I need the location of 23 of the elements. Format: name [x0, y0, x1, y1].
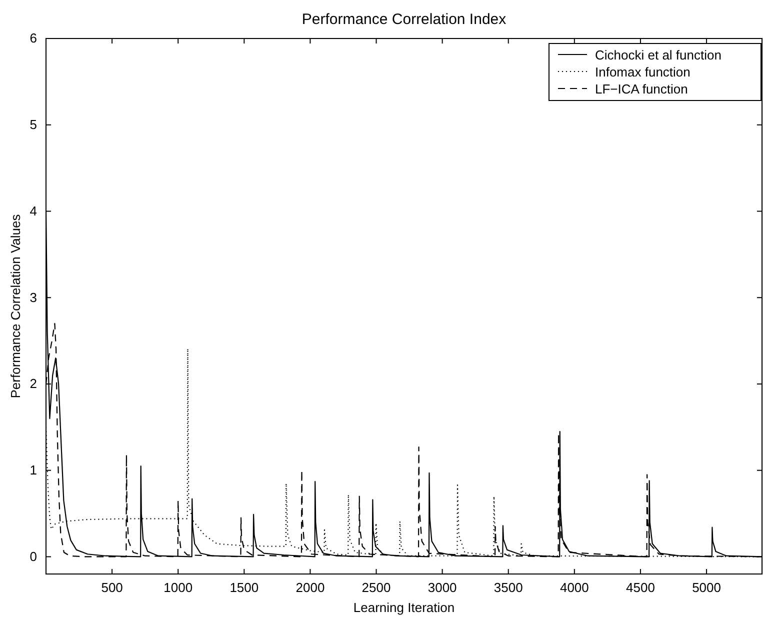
y-tick-label: 1	[30, 462, 37, 478]
y-tick-label: 6	[30, 30, 37, 46]
x-tick-label: 1500	[230, 580, 259, 596]
legend-label: Cichocki et al function	[595, 48, 722, 62]
x-tick-label: 4000	[560, 580, 589, 596]
x-tick-label: 3500	[494, 580, 523, 596]
x-tick-label: 500	[101, 580, 123, 596]
x-axis-title: Learning Iteration	[353, 600, 455, 615]
x-tick-label: 2000	[296, 580, 325, 596]
legend-label: Infomax function	[595, 64, 690, 80]
x-tick-label: 4500	[626, 580, 655, 596]
y-tick-label: 5	[30, 117, 37, 132]
x-tick-label: 5000	[692, 580, 721, 596]
y-axis-title: Performance Correlation Values	[8, 214, 23, 398]
x-tick-label: 3000	[428, 580, 457, 596]
y-tick-label: 0	[30, 548, 37, 564]
y-tick-label: 2	[30, 376, 37, 392]
x-tick-label: 1000	[164, 580, 193, 596]
legend-label: LF−ICA function	[595, 82, 688, 96]
y-tick-label: 3	[30, 290, 37, 305]
x-tick-label: 2500	[362, 580, 391, 596]
y-tick-label: 4	[30, 203, 37, 218]
chart-title: Performance Correlation Index	[302, 11, 507, 28]
